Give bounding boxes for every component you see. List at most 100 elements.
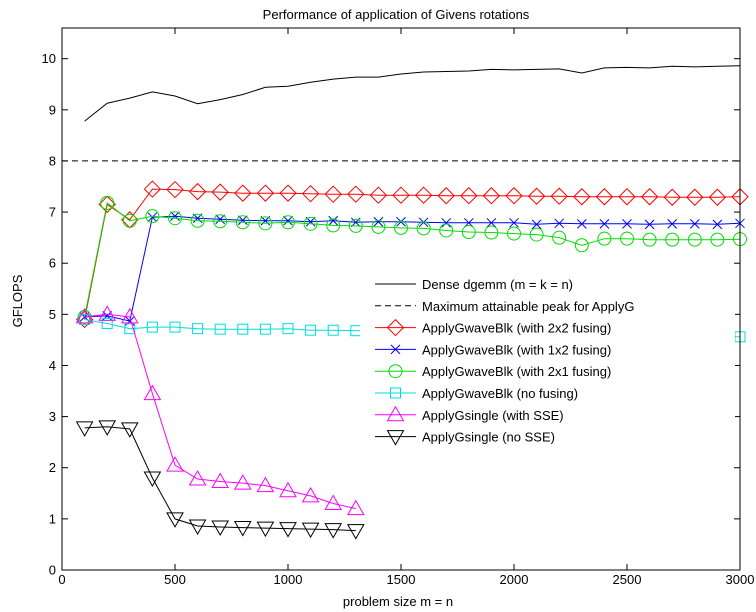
legend-label: Dense dgemm (m = k = n): [422, 277, 573, 292]
data-point: [328, 215, 339, 226]
legend-marker: [386, 318, 405, 337]
data-point: [687, 232, 702, 247]
legend-marker: [390, 387, 401, 399]
legend-label: ApplyGwaveBlk (with 2x2 fusing): [422, 321, 611, 336]
data-point: [122, 213, 137, 228]
legend-item: Maximum attainable peak for ApplyG: [375, 299, 634, 314]
data-point: [665, 232, 680, 247]
data-point: [279, 481, 297, 498]
data-point: [461, 225, 476, 240]
y-tick-label: 3: [49, 409, 56, 424]
data-point: [305, 324, 317, 336]
series-0: [84, 65, 741, 122]
series-line: [84, 426, 356, 532]
data-point: [531, 219, 542, 230]
data-point: [689, 218, 700, 229]
data-point: [283, 215, 293, 226]
x-tick-label: 1000: [274, 572, 303, 587]
data-point: [369, 186, 388, 204]
data-point: [620, 231, 634, 246]
data-point: [529, 227, 544, 242]
data-point: [573, 188, 591, 206]
data-point: [192, 323, 204, 335]
y-tick-label: 2: [49, 460, 56, 475]
legend-marker: [386, 430, 405, 446]
chart-title: Performance of application of Givens rot…: [263, 7, 530, 22]
x-tick-label: 2000: [500, 572, 529, 587]
data-point: [346, 524, 365, 540]
x-tick-label: 3000: [726, 572, 755, 587]
data-point: [166, 180, 184, 199]
legend-marker: [386, 405, 405, 422]
y-tick-label: 4: [49, 358, 56, 373]
series-4: [77, 195, 747, 324]
y-tick-label: 0: [49, 563, 56, 578]
data-point: [98, 195, 116, 214]
data-point: [259, 323, 271, 335]
data-point: [279, 184, 297, 202]
data-point: [350, 217, 361, 228]
x-tick-label: 1500: [387, 572, 416, 587]
axes: 0 500 1000 1500 2000 2500 3000 0 1 2 3 4 5 6 7 8 9 10: [42, 27, 755, 587]
data-point: [301, 486, 320, 503]
data-point: [509, 217, 519, 228]
data-point: [484, 225, 499, 240]
data-point: [75, 307, 94, 324]
data-point: [147, 212, 158, 223]
data-point: [482, 187, 501, 205]
y-tick-label: 5: [49, 307, 56, 322]
data-point: [552, 230, 567, 245]
legend-item: ApplyGsingle (with SSE): [375, 405, 564, 423]
legend-item: ApplyGsingle (no SSE): [375, 430, 555, 446]
data-point: [170, 211, 180, 222]
data-point: [258, 216, 273, 231]
legend-label: ApplyGsingle (with SSE): [422, 408, 564, 423]
data-point: [143, 471, 162, 487]
data-point: [168, 211, 182, 226]
data-point: [416, 221, 431, 236]
data-point: [143, 384, 162, 401]
legend-box: [360, 273, 735, 454]
data-point: [618, 188, 636, 206]
data-point: [282, 323, 294, 335]
data-point: [527, 187, 546, 205]
series-line: [84, 65, 741, 122]
legend-marker: [390, 344, 401, 355]
data-point: [505, 187, 523, 205]
data-point: [642, 232, 657, 247]
data-point: [233, 474, 252, 490]
data-point: [392, 186, 410, 204]
data-point: [301, 522, 320, 539]
data-point: [303, 216, 318, 231]
data-point: [190, 213, 205, 228]
data-point: [256, 476, 275, 493]
legend-item: ApplyGwaveBlk (no fusing): [375, 386, 578, 401]
data-point: [347, 185, 365, 203]
data-point: [256, 521, 275, 538]
data-point: [166, 512, 184, 528]
data-point: [326, 218, 341, 233]
y-tick-label: 7: [49, 205, 56, 220]
data-point: [486, 217, 497, 228]
data-point: [305, 216, 316, 227]
data-point: [213, 214, 228, 229]
series-6: [75, 305, 365, 516]
data-point: [75, 421, 94, 437]
data-point: [622, 218, 632, 229]
series-line: [84, 201, 741, 317]
data-point: [79, 313, 91, 325]
data-point: [188, 469, 207, 486]
legend-item: ApplyGwaveBlk (with 1x2 fusing): [375, 342, 611, 357]
data-point: [576, 218, 587, 229]
y-tick-label: 1: [49, 511, 56, 526]
x-tick-label: 0: [58, 572, 65, 587]
data-point: [301, 184, 320, 203]
data-point: [98, 420, 117, 436]
data-point: [120, 422, 139, 438]
data-point: [214, 323, 226, 335]
data-point: [100, 195, 115, 210]
data-point: [145, 209, 160, 224]
data-point: [146, 321, 158, 333]
data-point: [346, 499, 365, 516]
